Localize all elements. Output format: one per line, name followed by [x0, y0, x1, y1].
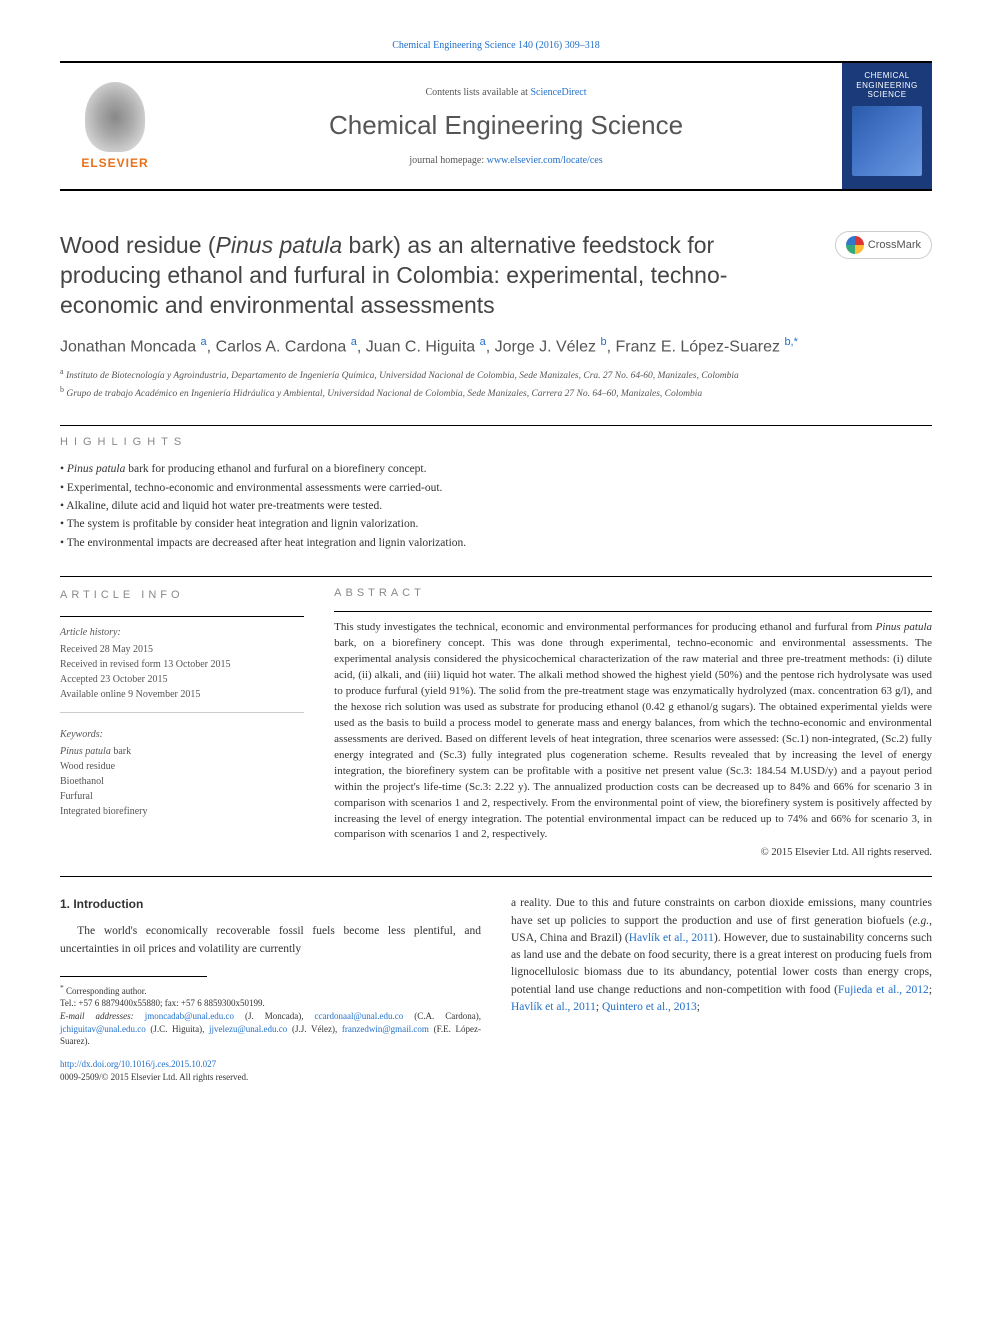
body-col-left: 1. Introduction The world's economically…: [60, 895, 481, 1084]
body-col-right: a reality. Due to this and future constr…: [511, 895, 932, 1084]
keyword-item: Wood residue: [60, 759, 304, 774]
highlight-item: Alkaline, dilute acid and liquid hot wat…: [60, 497, 932, 515]
affiliations: a Instituto de Biotecnología y Agroindus…: [60, 366, 932, 401]
highlight-item: The system is profitable by consider hea…: [60, 515, 932, 533]
highlight-item: Experimental, techno-economic and enviro…: [60, 479, 932, 497]
keyword-item: Pinus patula bark: [60, 744, 304, 759]
email-note: E-mail addresses: jmoncadab@unal.edu.co …: [60, 1010, 481, 1048]
title-species: Pinus patula: [216, 232, 343, 258]
abstract-label: ABSTRACT: [334, 587, 932, 599]
keyword-item: Bioethanol: [60, 774, 304, 789]
authors-line: Jonathan Moncada a, Carlos A. Cardona a,…: [60, 335, 932, 359]
doi-link[interactable]: http://dx.doi.org/10.1016/j.ces.2015.10.…: [60, 1059, 216, 1069]
title-pre: Wood residue (: [60, 232, 216, 258]
intro-heading: 1. Introduction: [60, 895, 481, 913]
history-head: Article history:: [60, 625, 304, 640]
affiliation-a: a Instituto de Biotecnología y Agroindus…: [60, 366, 932, 383]
affiliation-b: b Grupo de trabajo Académico en Ingenier…: [60, 384, 932, 401]
keyword-item: Furfural: [60, 789, 304, 804]
abstract-col: ABSTRACT This study investigates the tec…: [334, 587, 932, 858]
tel-note: Tel.: +57 6 8879400x55880; fax: +57 6 88…: [60, 997, 481, 1010]
homepage-line: journal homepage: www.elsevier.com/locat…: [409, 155, 602, 166]
history-item: Accepted 23 October 2015: [60, 672, 304, 687]
sciencedirect-link[interactable]: ScienceDirect: [530, 87, 586, 98]
copyright-line: © 2015 Elsevier Ltd. All rights reserved…: [334, 847, 932, 858]
journal-cover: CHEMICAL ENGINEERING SCIENCE: [842, 63, 932, 189]
footnotes: * Corresponding author. Tel.: +57 6 8879…: [60, 983, 481, 1048]
journal-title: Chemical Engineering Science: [329, 110, 683, 141]
highlight-item: Pinus patula bark for producing ethanol …: [60, 460, 932, 478]
issn-line: 0009-2509/© 2015 Elsevier Ltd. All right…: [60, 1071, 481, 1085]
keyword-item: Integrated biorefinery: [60, 804, 304, 819]
highlight-item: The environmental impacts are decreased …: [60, 534, 932, 552]
contents-prefix: Contents lists available at: [425, 87, 530, 98]
article-info-label: ARTICLE INFO: [60, 587, 304, 604]
intro-paragraph-right: a reality. Due to this and future constr…: [511, 895, 932, 1016]
journal-cover-title: CHEMICAL ENGINEERING SCIENCE: [846, 71, 928, 100]
highlights-label: HIGHLIGHTS: [60, 436, 932, 448]
crossmark-icon: [846, 236, 864, 254]
doi-line: http://dx.doi.org/10.1016/j.ces.2015.10.…: [60, 1058, 481, 1072]
crossmark-badge[interactable]: CrossMark: [835, 231, 932, 259]
contents-line: Contents lists available at ScienceDirec…: [425, 87, 586, 98]
history-item: Received 28 May 2015: [60, 642, 304, 657]
homepage-link[interactable]: www.elsevier.com/locate/ces: [487, 155, 603, 166]
corresponding-note: * Corresponding author.: [60, 983, 481, 998]
crossmark-label: CrossMark: [868, 239, 921, 251]
journal-cover-image: [852, 106, 922, 176]
abstract-text: This study investigates the technical, e…: [334, 620, 932, 843]
publisher-logo: ELSEVIER: [60, 63, 170, 189]
publisher-name: ELSEVIER: [81, 156, 148, 170]
history-item: Received in revised form 13 October 2015: [60, 657, 304, 672]
highlights-list: Pinus patula bark for producing ethanol …: [60, 460, 932, 552]
intro-paragraph-left: The world's economically recoverable fos…: [60, 923, 481, 958]
elsevier-tree-icon: [85, 82, 145, 152]
keywords-head: Keywords:: [60, 727, 304, 742]
header-center: Contents lists available at ScienceDirec…: [170, 63, 842, 189]
homepage-prefix: journal homepage:: [409, 155, 486, 166]
article-title: Wood residue (Pinus patula bark) as an a…: [60, 231, 835, 321]
history-item: Available online 9 November 2015: [60, 687, 304, 702]
journal-header: ELSEVIER Contents lists available at Sci…: [60, 61, 932, 191]
article-info-col: ARTICLE INFO Article history: Received 2…: [60, 587, 304, 858]
citation-link[interactable]: Chemical Engineering Science 140 (2016) …: [392, 40, 599, 51]
